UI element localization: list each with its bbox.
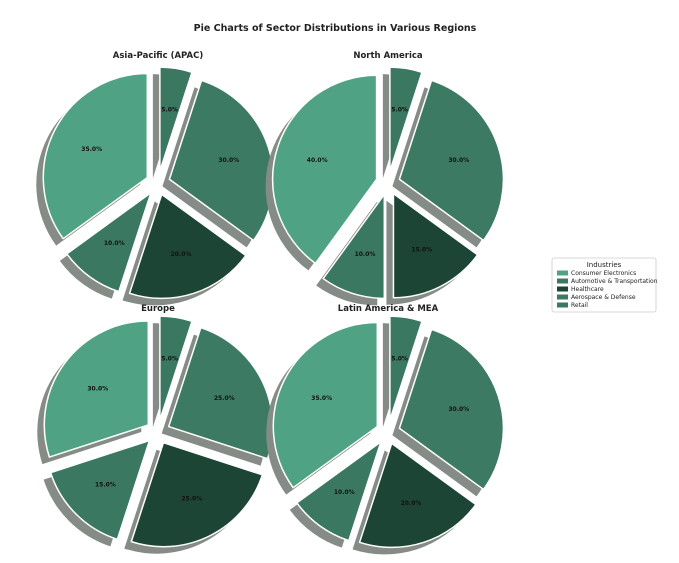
pie-slice-label: 5.0% [391,107,408,114]
pie-slice-label: 35.0% [81,146,102,153]
pie-slice [322,193,386,300]
pie-slice [271,74,378,265]
pie-slice [42,72,149,240]
legend-swatch [557,278,568,284]
pie-slice [66,191,152,293]
pie-slice [296,440,382,542]
pie-slice-label: 5.0% [161,356,178,363]
pie-slice-label: 20.0% [171,251,192,258]
legend-frame [551,257,657,313]
pie-slice [358,442,477,549]
pie-slice [43,320,150,458]
pie-slice-label: 30.0% [448,406,469,413]
pie-title: Latin America & MEA [338,304,439,314]
pie-slice [168,79,275,242]
legend-swatch [557,302,568,308]
pie-slice-label: 5.0% [161,107,178,114]
legend-label: Healthcare [571,286,604,293]
pie-slice [398,79,505,242]
pie-slice-label: 30.0% [87,385,108,392]
pie-title: North America [353,51,423,61]
legend-label: Automotive & Transportation [571,278,658,285]
pie-slice-label: 35.0% [311,395,332,402]
pie-slice [398,328,505,491]
pie-slice-label: 30.0% [448,157,469,164]
pie-slice-label: 25.0% [181,495,202,502]
legend-swatch [557,286,568,292]
pie-slice [159,315,193,421]
pie-slice [159,66,193,172]
legend-swatch [557,294,568,300]
pie-slice [389,315,423,421]
pie-slice-label: 15.0% [411,246,432,253]
legend-label: Consumer Electronics [571,270,636,277]
pie-chart: Latin America & MEA 35.0% 10.0% 20.0% 30.0% 5… [266,304,505,555]
pie-slice-label: 20.0% [401,500,422,507]
pie-slice-label: 40.0% [307,157,328,164]
pie-slice-label: 10.0% [355,251,376,258]
pie-chart: Asia-Pacific (APAC) 35.0% 10.0% 20.0% 30.0% 5… [36,51,275,306]
pie-slice-label: 10.0% [104,240,125,247]
pie-slice-label: 10.0% [334,489,355,496]
pie-slice [49,439,151,541]
pie-slice-label: 25.0% [214,395,235,402]
pie-slice [272,321,379,489]
legend-label: Aerospace & Defense [571,294,636,301]
pie-chart: North America 40.0% 10.0% 15.0% 30.0% 5.0% [265,51,505,306]
pie-slice [130,441,264,548]
pie-charts: Asia-Pacific (APAC) 35.0% 10.0% 20.0% 30.0% 5… [36,51,505,555]
pie-slice-label: 5.0% [391,356,408,363]
pie-slice [128,193,247,300]
pie-slice [389,66,423,172]
figure-title: Pie Charts of Sector Distributions in Va… [194,23,477,34]
pie-slice [392,192,479,299]
pie-slice-label: 15.0% [95,482,116,489]
legend: Industries Consumer ElectronicsAutomotiv… [551,257,658,313]
legend-swatch [557,270,568,276]
legend-title: Industries [587,261,622,269]
pie-chart: Europe 30.0% 15.0% 25.0% 25.0% 5.0% [37,304,274,554]
pie-title: Asia-Pacific (APAC) [113,51,204,61]
pie-slice-label: 30.0% [218,157,239,164]
legend-label: Retail [571,302,588,309]
pie-title: Europe [141,304,175,314]
